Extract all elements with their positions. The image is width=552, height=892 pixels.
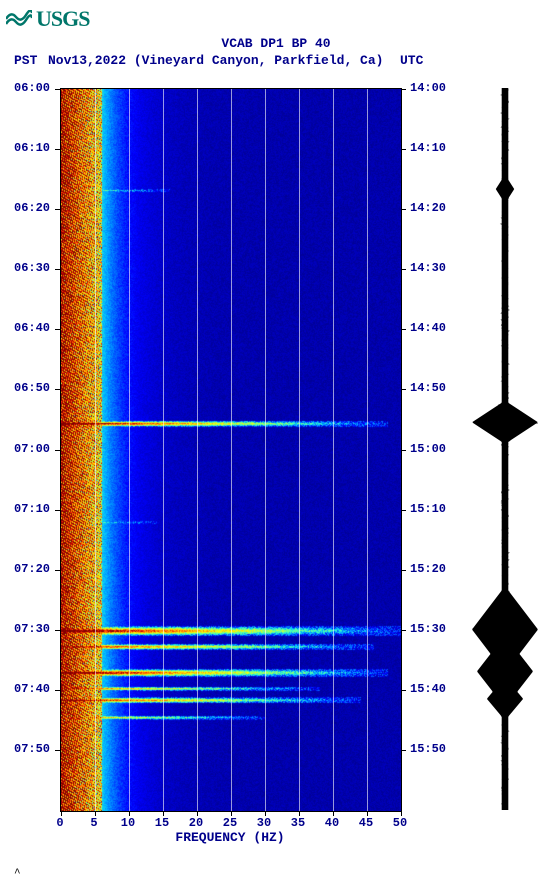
y-tick-right: 14:30 (410, 261, 446, 275)
usgs-wave-icon (6, 10, 32, 28)
y-tick-left: 07:50 (14, 742, 50, 756)
pst-label: PST (14, 53, 37, 68)
x-tick: 20 (189, 816, 203, 830)
seismogram (470, 88, 540, 810)
tick-mark (55, 389, 60, 390)
y-tick-left: 07:20 (14, 562, 50, 576)
y-tick-right: 15:00 (410, 442, 446, 456)
tick-mark (401, 570, 406, 571)
subtitle-row: PST Nov13,2022 (Vineyard Canyon, Parkfie… (0, 53, 552, 69)
tick-mark (55, 630, 60, 631)
tick-mark (401, 149, 406, 150)
y-tick-right: 15:20 (410, 562, 446, 576)
tick-mark (55, 690, 60, 691)
y-tick-right: 15:40 (410, 682, 446, 696)
x-tick: 25 (223, 816, 237, 830)
grid-line (333, 89, 334, 811)
y-tick-left: 06:20 (14, 201, 50, 215)
x-tick: 5 (90, 816, 97, 830)
tick-mark (55, 149, 60, 150)
tick-mark (401, 630, 406, 631)
x-tick: 40 (325, 816, 339, 830)
x-tick: 30 (257, 816, 271, 830)
tick-mark (55, 269, 60, 270)
chart-title: VCAB DP1 BP 40 (0, 36, 552, 51)
y-tick-left: 06:00 (14, 81, 50, 95)
y-tick-right: 15:10 (410, 502, 446, 516)
y-tick-left: 06:50 (14, 381, 50, 395)
tick-mark (55, 570, 60, 571)
y-tick-left: 06:30 (14, 261, 50, 275)
tick-mark (55, 450, 60, 451)
date-label: Nov13,2022 (Vineyard Canyon, Parkfield, … (48, 53, 383, 68)
tick-mark (55, 329, 60, 330)
x-tick: 50 (393, 816, 407, 830)
y-tick-left: 07:00 (14, 442, 50, 456)
grid-line (95, 89, 96, 811)
grid-line (367, 89, 368, 811)
tick-mark (55, 510, 60, 511)
tick-mark (401, 209, 406, 210)
spectrogram (60, 88, 402, 812)
usgs-text: USGS (36, 6, 89, 32)
x-tick: 0 (56, 816, 63, 830)
x-tick: 10 (121, 816, 135, 830)
y-tick-left: 07:10 (14, 502, 50, 516)
y-tick-left: 06:40 (14, 321, 50, 335)
y-tick-right: 14:10 (410, 141, 446, 155)
tick-mark (401, 510, 406, 511)
tick-mark (401, 89, 406, 90)
y-tick-left: 07:30 (14, 622, 50, 636)
grid-line (163, 89, 164, 811)
grid-line (129, 89, 130, 811)
x-tick: 45 (359, 816, 373, 830)
grid-line (265, 89, 266, 811)
x-tick: 35 (291, 816, 305, 830)
tick-mark (401, 690, 406, 691)
tick-mark (401, 269, 406, 270)
y-tick-right: 14:50 (410, 381, 446, 395)
usgs-logo: USGS (6, 6, 89, 32)
footer-mark: ^ (14, 868, 21, 880)
tick-mark (55, 750, 60, 751)
y-tick-right: 14:20 (410, 201, 446, 215)
y-tick-right: 15:30 (410, 622, 446, 636)
tick-mark (55, 209, 60, 210)
grid-line (231, 89, 232, 811)
grid-line (299, 89, 300, 811)
x-tick: 15 (155, 816, 169, 830)
chart-area: VCAB DP1 BP 40 PST Nov13,2022 (Vineyard … (0, 32, 552, 69)
x-axis-label: FREQUENCY (HZ) (60, 830, 400, 845)
tick-mark (401, 389, 406, 390)
y-tick-right: 14:00 (410, 81, 446, 95)
utc-label: UTC (400, 53, 423, 68)
y-tick-right: 14:40 (410, 321, 446, 335)
y-tick-right: 15:50 (410, 742, 446, 756)
tick-mark (401, 329, 406, 330)
tick-mark (401, 450, 406, 451)
y-tick-left: 07:40 (14, 682, 50, 696)
grid-line (197, 89, 198, 811)
tick-mark (401, 750, 406, 751)
y-tick-left: 06:10 (14, 141, 50, 155)
tick-mark (55, 89, 60, 90)
